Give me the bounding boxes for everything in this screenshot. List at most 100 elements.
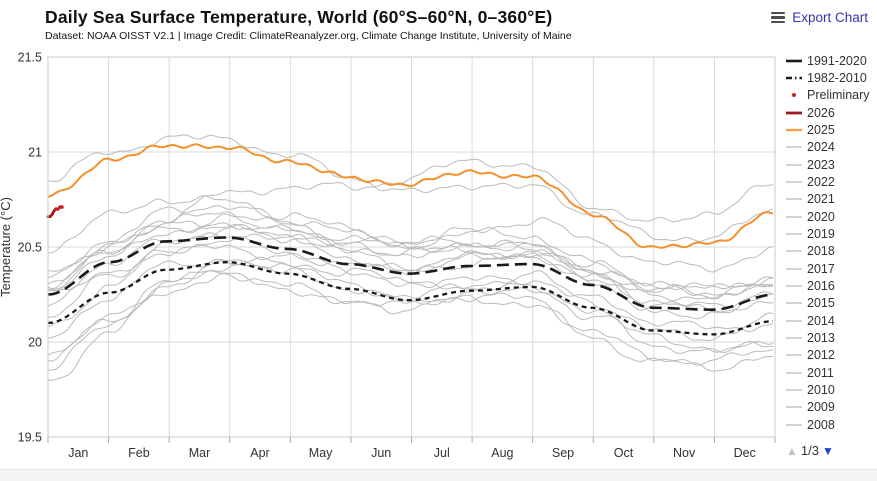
legend-item-label: 2023 bbox=[807, 157, 835, 172]
legend-item-2019[interactable]: 2019 bbox=[786, 225, 876, 242]
legend-item-2018[interactable]: 2018 bbox=[786, 243, 876, 260]
line-swatch-icon bbox=[786, 389, 802, 391]
legend-item-label: 1982-2010 bbox=[807, 70, 867, 85]
page-bottom-strip bbox=[0, 469, 877, 481]
legend-item-2010[interactable]: 2010 bbox=[786, 381, 876, 398]
legend-item-2012[interactable]: 2012 bbox=[786, 347, 876, 364]
legend-item-1991-2020[interactable]: 1991-2020 bbox=[786, 52, 876, 69]
legend-page-down-icon[interactable]: ▼ bbox=[821, 443, 834, 458]
legend-item-label: 2022 bbox=[807, 174, 835, 189]
year-line-2011 bbox=[47, 270, 774, 371]
preliminary-dot-swatch-icon bbox=[792, 93, 796, 98]
legend-item-2015[interactable]: 2015 bbox=[786, 295, 876, 312]
x-axis-month-label: Aug bbox=[491, 446, 513, 460]
y-axis-tick-label: 19.5 bbox=[18, 431, 42, 445]
x-axis-month-label: Nov bbox=[673, 446, 696, 460]
legend-item-label: 2017 bbox=[807, 261, 835, 276]
x-axis-month-label: Oct bbox=[614, 446, 634, 460]
legend-item-2020[interactable]: 2020 bbox=[786, 208, 876, 225]
legend-page-up-icon[interactable]: ▲ bbox=[786, 443, 798, 458]
line-swatch-icon bbox=[786, 354, 802, 356]
line-swatch-icon bbox=[786, 302, 802, 304]
x-axis-month-label: Jun bbox=[371, 446, 391, 460]
legend-item-label: 2021 bbox=[807, 192, 835, 207]
legend-item-1982-2010[interactable]: 1982-2010 bbox=[786, 69, 876, 86]
preliminary-dot bbox=[60, 205, 64, 209]
y-axis-title: Temperature (°C) bbox=[0, 197, 13, 297]
line-swatch-icon bbox=[786, 406, 802, 408]
year-line-2018 bbox=[47, 232, 773, 320]
y-axis-tick-label: 20 bbox=[28, 336, 42, 350]
x-axis-month-label: Dec bbox=[734, 446, 756, 460]
legend-item-label: 2009 bbox=[807, 400, 835, 415]
chart-legend: 1991-2020 1982-2010 Preliminary 2026 2025 202… bbox=[786, 52, 876, 433]
export-chart-label: Export Chart bbox=[792, 10, 868, 25]
line-swatch-icon bbox=[786, 285, 802, 287]
legend-item-2011[interactable]: 2011 bbox=[786, 364, 876, 381]
legend-item-label: 1991-2020 bbox=[807, 53, 867, 68]
legend-item-label: 2008 bbox=[807, 417, 835, 432]
line-swatch-icon bbox=[786, 216, 802, 218]
dataset-credit-subtitle: Dataset: NOAA OISST V2.1 | Image Credit:… bbox=[45, 30, 572, 42]
x-axis-month-label: Apr bbox=[250, 446, 269, 460]
legend-item-2025[interactable]: 2025 bbox=[786, 121, 876, 138]
legend-item-label: 2013 bbox=[807, 330, 835, 345]
export-chart-button[interactable]: Export Chart bbox=[771, 10, 868, 25]
line-swatch-icon bbox=[786, 319, 802, 322]
current-year-line-2025 bbox=[47, 143, 774, 249]
legend-item-2013[interactable]: 2013 bbox=[786, 329, 876, 346]
line-swatch-icon bbox=[786, 267, 802, 270]
page-title: Daily Sea Surface Temperature, World (60… bbox=[45, 7, 553, 27]
legend-page-indicator: 1/3 bbox=[800, 443, 819, 458]
legend-item-2008[interactable]: 2008 bbox=[786, 416, 876, 433]
mean-line-1991-2020 bbox=[47, 236, 774, 311]
year-line-2010 bbox=[47, 244, 774, 353]
legend-item-2023[interactable]: 2023 bbox=[786, 156, 876, 173]
y-axis-tick-label: 21.5 bbox=[18, 51, 42, 65]
legend-item-2016[interactable]: 2016 bbox=[786, 277, 876, 294]
y-axis-tick-label: 21 bbox=[28, 146, 42, 160]
legend-item-2022[interactable]: 2022 bbox=[786, 173, 876, 190]
legend-item-2024[interactable]: 2024 bbox=[786, 139, 876, 156]
legend-item-2021[interactable]: 2021 bbox=[786, 191, 876, 208]
year-line-2016 bbox=[47, 195, 774, 297]
line-swatch-icon bbox=[786, 233, 802, 235]
legend-item-label: 2025 bbox=[807, 122, 835, 137]
legend-item-label: 2024 bbox=[807, 140, 835, 155]
legend-item-label: 2014 bbox=[807, 313, 835, 328]
line-swatch-icon bbox=[786, 181, 802, 183]
legend-item-2026[interactable]: 2026 bbox=[786, 104, 876, 121]
y-axis-tick-label: 20.5 bbox=[18, 241, 42, 255]
line-swatch-icon bbox=[786, 337, 802, 339]
line-swatch-icon bbox=[786, 111, 802, 115]
legend-item-label: 2019 bbox=[807, 226, 835, 241]
legend-item-label: 2016 bbox=[807, 278, 835, 293]
line-swatch-icon bbox=[786, 128, 802, 132]
legend-item-label: 2015 bbox=[807, 296, 835, 311]
x-axis-month-label: Mar bbox=[189, 446, 211, 460]
x-axis-month-label: May bbox=[309, 446, 333, 460]
line-swatch-icon bbox=[786, 371, 802, 374]
line-swatch-icon bbox=[786, 59, 802, 62]
year-line-2012 bbox=[47, 263, 774, 356]
line-swatch-icon bbox=[786, 76, 802, 80]
year-line-2024 bbox=[47, 134, 774, 242]
legend-item-label: 2010 bbox=[807, 382, 835, 397]
year-line-2017 bbox=[47, 211, 774, 302]
year-line-2022 bbox=[47, 222, 774, 299]
legend-item-preliminary[interactable]: Preliminary bbox=[786, 87, 876, 104]
legend-item-2014[interactable]: 2014 bbox=[786, 312, 876, 329]
legend-item-label: 2018 bbox=[807, 244, 835, 259]
line-swatch-icon bbox=[786, 146, 802, 148]
line-swatch-icon bbox=[786, 164, 802, 166]
mean-line-1982-2010 bbox=[47, 261, 774, 336]
year-line-2014 bbox=[47, 236, 774, 328]
partial-year-line-2026 bbox=[46, 207, 58, 218]
legend-item-label: 2020 bbox=[807, 209, 835, 224]
legend-item-label: 2026 bbox=[807, 105, 835, 120]
line-swatch-icon bbox=[786, 198, 802, 200]
legend-item-2009[interactable]: 2009 bbox=[786, 399, 876, 416]
legend-item-2017[interactable]: 2017 bbox=[786, 260, 876, 277]
